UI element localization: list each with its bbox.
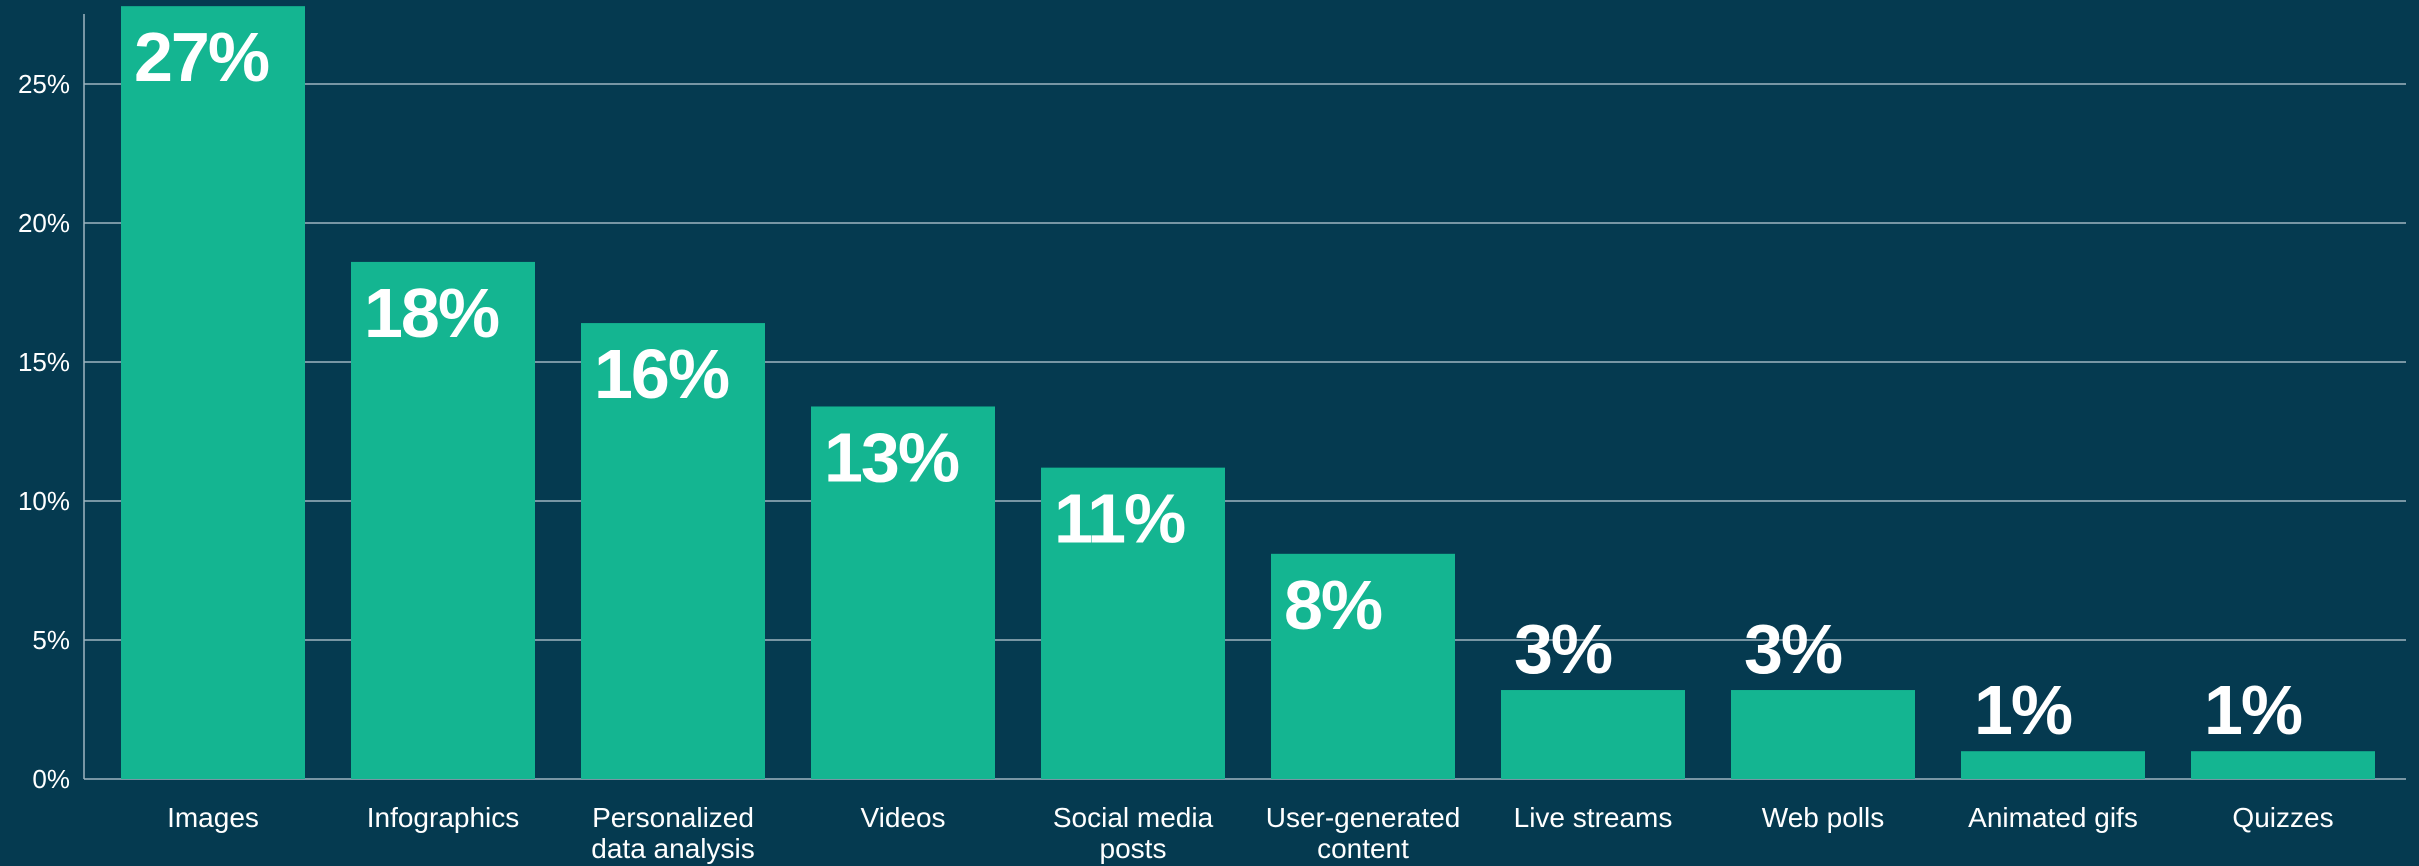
- data-label: 13%: [824, 418, 959, 496]
- y-tick-label: 20%: [18, 208, 70, 238]
- data-label: 3%: [1514, 610, 1612, 688]
- bar: [351, 261, 535, 779]
- data-label: 27%: [134, 18, 269, 96]
- x-tick-label: Videos: [860, 802, 945, 833]
- x-tick-label: Quizzes: [2232, 802, 2333, 833]
- x-tick-label: Images: [167, 802, 259, 833]
- y-tick-label: 25%: [18, 69, 70, 99]
- data-label: 1%: [1974, 671, 2072, 749]
- x-tick-label: Personalized data analysis: [591, 802, 754, 864]
- bar: [1271, 553, 1455, 779]
- bar: [121, 6, 305, 780]
- bar: [1731, 690, 1915, 779]
- data-label: 11%: [1054, 480, 1185, 558]
- bar: [1041, 467, 1225, 779]
- y-tick-label: 10%: [18, 486, 70, 516]
- bar: [1961, 751, 2145, 779]
- data-labels: 27% 18% 16% 13% 11% 8% 3% 3% 1% 1%: [134, 18, 2304, 749]
- bar: [2191, 751, 2375, 779]
- x-tick-label: Animated gifs: [1968, 802, 2138, 833]
- y-tick-label: 15%: [18, 347, 70, 377]
- x-tick-label: Infographics: [367, 802, 520, 833]
- x-tick-label: User-generated content: [1266, 802, 1461, 864]
- bars: [121, 6, 2375, 780]
- y-tick-label: 0%: [32, 764, 70, 794]
- x-axis-tick-labels: Images Infographics Personalized data analy…: [167, 802, 2333, 864]
- data-label: 16%: [594, 335, 729, 413]
- data-label: 8%: [1284, 566, 1382, 644]
- data-label: 1%: [2204, 671, 2302, 749]
- y-tick-label: 5%: [32, 625, 70, 655]
- x-tick-label: Live streams: [1514, 802, 1673, 833]
- bar: [581, 323, 765, 779]
- bar: [1501, 690, 1685, 779]
- data-label: 18%: [364, 274, 499, 352]
- x-tick-label: Social media posts: [1053, 802, 1214, 864]
- x-tick-label: Web polls: [1762, 802, 1884, 833]
- data-label: 3%: [1744, 610, 1842, 688]
- y-axis-tick-labels: 0% 5% 10% 15% 20% 25%: [18, 69, 70, 794]
- bar: [811, 406, 995, 779]
